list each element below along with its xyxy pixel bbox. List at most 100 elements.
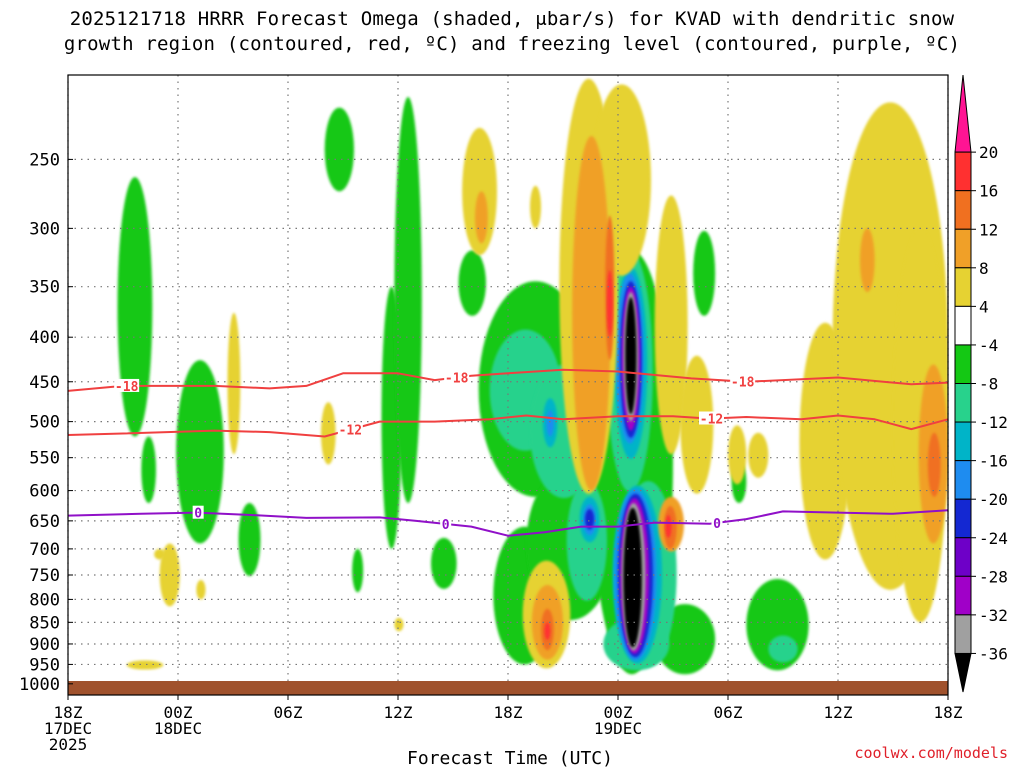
temperature-contours: -18 -18 -18 -12 -12 0 0 0 bbox=[67, 368, 949, 537]
y-tick-label-1000: 1000 bbox=[19, 675, 60, 695]
omega-region-41 bbox=[623, 507, 642, 648]
contour-label-bg-1-0 bbox=[337, 422, 363, 436]
colorbar-label-1: 16 bbox=[979, 182, 998, 201]
colorbar-label-9: -20 bbox=[979, 490, 1008, 509]
omega-region-65 bbox=[860, 228, 875, 293]
contour-label-1-0: -12 bbox=[339, 424, 362, 439]
colorbar-label-3: 8 bbox=[979, 259, 989, 278]
omega-region-47 bbox=[321, 402, 336, 465]
colorbar-label-12: -32 bbox=[979, 606, 1008, 625]
omega-region-40 bbox=[625, 297, 637, 414]
colorbar-swatch-10 bbox=[954, 498, 972, 539]
y-tick-label-250: 250 bbox=[29, 150, 60, 170]
omega-region-7 bbox=[352, 548, 364, 593]
contour-label-bg-2-2 bbox=[711, 515, 723, 529]
colorbar-label-8: -16 bbox=[979, 452, 1008, 471]
colorbar-label-6: -8 bbox=[979, 375, 998, 394]
contour-label-bg-1-1 bbox=[699, 411, 724, 425]
omega-region-71 bbox=[606, 270, 613, 338]
omega-region-48 bbox=[394, 617, 404, 632]
source-credit: coolwx.com/models bbox=[854, 744, 1008, 762]
colorbar-swatch-1 bbox=[954, 151, 972, 192]
omega-region-46 bbox=[196, 580, 206, 600]
y-tick-label-600: 600 bbox=[29, 482, 60, 502]
contour-label-0-0: -18 bbox=[115, 380, 139, 395]
colorbar-swatch-9 bbox=[954, 460, 972, 500]
colorbar-swatch-5 bbox=[954, 305, 972, 346]
contour-label-1-1: -12 bbox=[700, 412, 723, 427]
omega-region-43 bbox=[159, 543, 180, 607]
y-axis: 2503003504004505005506006507007508008509… bbox=[19, 150, 73, 695]
x-tick-label-h0-1: 17DEC bbox=[44, 719, 92, 738]
colorbar-label-0: 20 bbox=[979, 143, 998, 162]
colorbar-swatch-2 bbox=[954, 190, 972, 230]
omega-region-72 bbox=[665, 514, 672, 538]
omega-region-31 bbox=[546, 410, 554, 437]
contour-label-2-0: 0 bbox=[194, 507, 202, 522]
colorbar-swatch-3 bbox=[954, 228, 972, 269]
omega-region-73 bbox=[544, 622, 551, 640]
omega-region-55 bbox=[680, 355, 714, 494]
colorbar-swatch-13 bbox=[954, 614, 972, 654]
colorbar-swatch-8 bbox=[954, 421, 972, 462]
omega-region-0 bbox=[117, 177, 153, 437]
y-tick-label-300: 300 bbox=[29, 219, 60, 239]
y-tick-label-350: 350 bbox=[29, 278, 60, 298]
omega-region-56 bbox=[728, 425, 747, 485]
contour-label-0-2: -18 bbox=[731, 376, 755, 391]
y-tick-label-400: 400 bbox=[29, 328, 60, 348]
contour-label-2-1: 0 bbox=[442, 518, 450, 533]
x-tick-label-h12-0: 06Z bbox=[274, 703, 303, 722]
colorbar-swatch-7 bbox=[954, 383, 972, 423]
omega-region-49 bbox=[462, 127, 498, 256]
y-tick-label-650: 650 bbox=[29, 512, 60, 532]
x-tick-label-h36-0: 06Z bbox=[714, 703, 743, 722]
x-tick-label-h24-0: 18Z bbox=[494, 703, 523, 722]
x-tick-label-h6-0: 00Z bbox=[164, 703, 193, 722]
colorbar-legend: 20 16 12 8 4 -4 -8 -12 -16 -20 -24 -28 -32 -36 bbox=[954, 74, 1008, 693]
omega-region-6 bbox=[394, 97, 422, 503]
omega-region-8 bbox=[431, 537, 457, 589]
y-tick-label-500: 500 bbox=[29, 413, 60, 433]
contour-label-bg-2-1 bbox=[440, 516, 452, 530]
omega-region-2 bbox=[176, 360, 224, 544]
colorbar-label-5: -4 bbox=[979, 336, 998, 355]
contour-label-bg-0-1 bbox=[444, 370, 470, 384]
contour-label-bg-0-2 bbox=[730, 374, 756, 388]
colorbar-label-7: -12 bbox=[979, 413, 1008, 432]
colorbar-top-arrow bbox=[954, 74, 972, 153]
x-tick-label-h48-0: 18Z bbox=[934, 703, 963, 722]
y-tick-label-700: 700 bbox=[29, 540, 60, 560]
omega-region-57 bbox=[748, 432, 769, 478]
omega-region-15 bbox=[693, 230, 716, 316]
colorbar-label-4: 4 bbox=[979, 297, 989, 316]
omega-region-61 bbox=[475, 191, 488, 244]
y-tick-label-800: 800 bbox=[29, 590, 60, 610]
omega-region-45 bbox=[126, 660, 164, 670]
contour-label-bg-0-0 bbox=[114, 378, 140, 392]
x-tick-label-h18-0: 12Z bbox=[384, 703, 413, 722]
omega-region-9 bbox=[458, 250, 486, 316]
omega-region-54 bbox=[654, 195, 688, 455]
chart-title-line-2: growth region (contoured, red, ºC) and f… bbox=[63, 33, 961, 55]
omega-region-1 bbox=[141, 436, 157, 503]
omega-region-63 bbox=[572, 136, 611, 491]
y-tick-label-550: 550 bbox=[29, 449, 60, 469]
y-tick-label-450: 450 bbox=[29, 373, 60, 393]
x-tick-label-h0-2: 2025 bbox=[49, 735, 88, 754]
x-tick-label-h42-0: 12Z bbox=[824, 703, 853, 722]
omega-region-44 bbox=[227, 312, 241, 455]
omega-region-50 bbox=[530, 185, 541, 229]
y-tick-label-900: 900 bbox=[29, 635, 60, 655]
colorbar-swatch-6 bbox=[954, 344, 972, 384]
colorbar-swatch-12 bbox=[954, 575, 972, 616]
colorbar-label-10: -24 bbox=[979, 529, 1008, 548]
y-tick-label-950: 950 bbox=[29, 655, 60, 675]
y-tick-label-750: 750 bbox=[29, 566, 60, 586]
colorbar-bottom-arrow bbox=[954, 652, 972, 693]
x-tick-label-h30-0: 00Z bbox=[604, 703, 633, 722]
omega-region-4 bbox=[324, 107, 355, 192]
y-tick-label-850: 850 bbox=[29, 613, 60, 633]
